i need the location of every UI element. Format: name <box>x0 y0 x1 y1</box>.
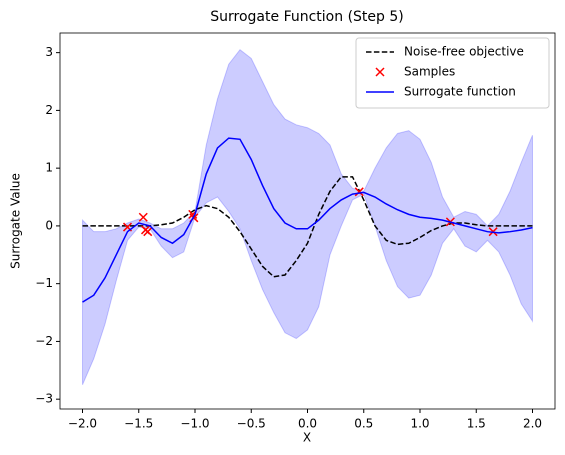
x-tick-label: 0.0 <box>298 417 317 431</box>
chart-title: Surrogate Function (Step 5) <box>210 9 403 25</box>
x-tick-label: 1.5 <box>467 417 486 431</box>
y-tick-label: −3 <box>35 392 53 406</box>
legend-label: Surrogate function <box>404 85 516 99</box>
x-tick-label: 2.0 <box>523 417 542 431</box>
x-tick-label: −1.5 <box>124 417 153 431</box>
x-axis-label: X <box>303 431 311 445</box>
legend-marker <box>375 67 385 77</box>
x-tick-label: 1.0 <box>410 417 429 431</box>
confidence-band <box>82 49 533 385</box>
legend-box <box>355 37 550 109</box>
x-tick-label: −0.5 <box>237 417 266 431</box>
legend-label: Samples <box>404 65 455 79</box>
x-tick-label: −1.0 <box>180 417 209 431</box>
sample-marker <box>138 212 148 222</box>
y-tick-label: 0 <box>45 218 53 232</box>
sample-marker <box>354 187 364 197</box>
sample-marker <box>143 227 153 237</box>
x-tick-label: −2.0 <box>68 417 97 431</box>
y-tick-label: 2 <box>45 103 53 117</box>
y-tick-label: −1 <box>35 276 53 290</box>
surrogate-line <box>82 137 533 303</box>
x-tick-label: 0.5 <box>354 417 373 431</box>
objective-line <box>82 176 533 278</box>
y-tick-label: −2 <box>35 334 53 348</box>
legend-label: Noise-free objective <box>404 45 524 59</box>
y-tick-label: 3 <box>45 45 53 59</box>
y-tick-label: 1 <box>45 161 53 175</box>
y-axis-label: Surrogate Value <box>9 173 23 269</box>
